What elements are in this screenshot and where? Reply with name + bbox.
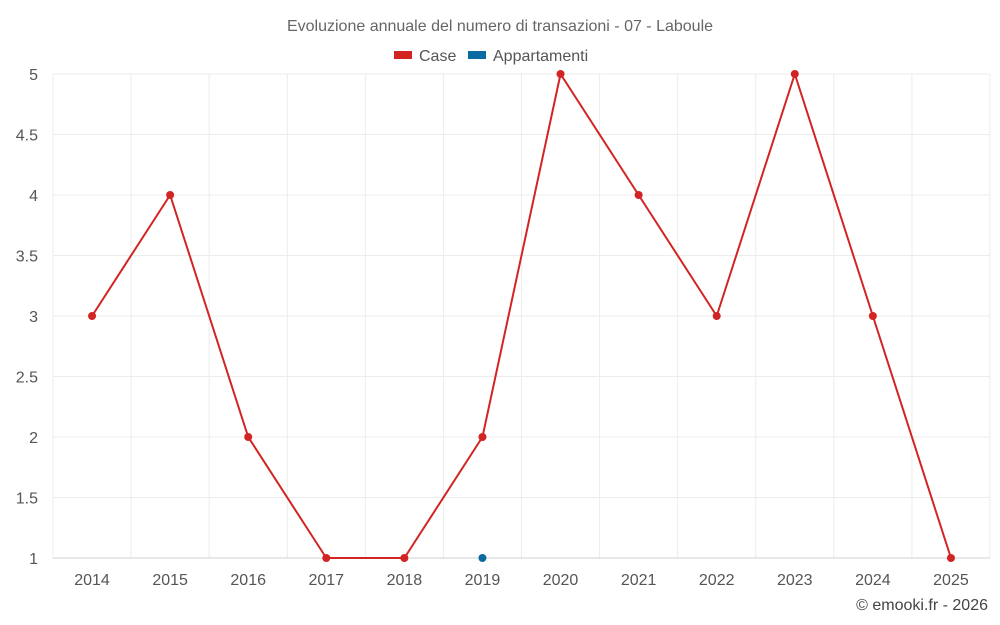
data-point-case[interactable] bbox=[88, 312, 97, 320]
x-tick-label: 2019 bbox=[465, 572, 501, 589]
y-tick-label: 3.5 bbox=[16, 249, 38, 266]
x-tick-label: 2020 bbox=[543, 572, 579, 589]
legend-item-case[interactable]: Case bbox=[394, 48, 456, 65]
x-tick-label: 2024 bbox=[855, 572, 891, 589]
y-tick-label: 5 bbox=[29, 67, 38, 84]
legend-swatch-case bbox=[394, 51, 412, 59]
data-point-case[interactable] bbox=[868, 312, 877, 320]
data-point-case[interactable] bbox=[478, 433, 487, 441]
data-point-case[interactable] bbox=[634, 191, 643, 199]
x-tick-label: 2021 bbox=[621, 572, 657, 589]
x-tick-label: 2025 bbox=[933, 572, 969, 589]
y-tick-label: 2 bbox=[29, 430, 38, 447]
x-tick-label: 2017 bbox=[308, 572, 344, 589]
y-tick-label: 4 bbox=[29, 188, 38, 205]
legend: Case Appartamenti bbox=[394, 48, 588, 65]
legend-label-appartamenti: Appartamenti bbox=[493, 48, 588, 65]
y-axis-ticks: 1 1.5 2 2.5 3 3.5 4 4.5 5 bbox=[16, 67, 38, 568]
grid bbox=[52, 73, 991, 558]
x-tick-label: 2022 bbox=[699, 572, 735, 589]
y-tick-label: 3 bbox=[29, 309, 38, 326]
series-appartamenti bbox=[478, 554, 487, 562]
y-tick-label: 1.5 bbox=[16, 491, 38, 508]
legend-label-case: Case bbox=[419, 48, 456, 65]
x-tick-label: 2018 bbox=[387, 572, 423, 589]
x-tick-label: 2015 bbox=[152, 572, 188, 589]
y-tick-label: 2.5 bbox=[16, 370, 38, 387]
data-point-case[interactable] bbox=[790, 70, 799, 78]
data-point-case[interactable] bbox=[556, 70, 565, 78]
data-point-appartamenti[interactable] bbox=[478, 554, 487, 562]
series bbox=[88, 70, 955, 562]
data-point-case[interactable] bbox=[946, 554, 955, 562]
series-line-case bbox=[91, 73, 952, 559]
legend-swatch-appartamenti bbox=[468, 51, 486, 59]
data-point-case[interactable] bbox=[244, 433, 253, 441]
data-point-case[interactable] bbox=[166, 191, 175, 199]
data-point-case[interactable] bbox=[712, 312, 721, 320]
data-point-case[interactable] bbox=[400, 554, 409, 562]
chart-title: Evoluzione annuale del numero di transaz… bbox=[287, 18, 713, 35]
x-tick-label: 2023 bbox=[777, 572, 813, 589]
legend-item-appartamenti[interactable]: Appartamenti bbox=[468, 48, 588, 65]
x-tick-label: 2016 bbox=[230, 572, 266, 589]
series-case bbox=[88, 70, 955, 562]
y-tick-label: 4.5 bbox=[16, 128, 38, 145]
x-axis-ticks: 2014 2015 2016 2017 2018 2019 2020 2021 2022 2023… bbox=[74, 572, 969, 589]
credit-text: © emooki.fr - 2026 bbox=[856, 597, 988, 614]
data-point-case[interactable] bbox=[322, 554, 331, 562]
y-tick-label: 1 bbox=[29, 551, 38, 568]
x-tick-label: 2014 bbox=[74, 572, 110, 589]
